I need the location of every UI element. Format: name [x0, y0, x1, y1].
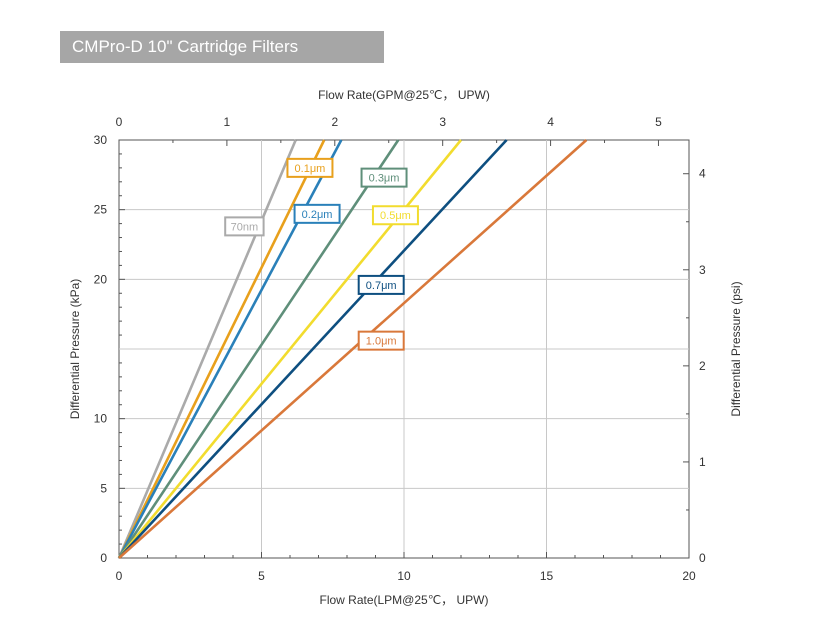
title-banner: CMPro-D 10" Cartridge Filters — [60, 31, 384, 63]
series-label-box — [286, 157, 334, 178]
series-label-box — [371, 205, 419, 226]
series-label: 0.5μm — [380, 210, 411, 222]
series-line — [117, 139, 400, 559]
series-label-box — [360, 167, 408, 188]
x-axis-title: Flow Rate(LPM@25℃， UPW) — [319, 593, 488, 607]
x-tick-label: 5 — [258, 569, 265, 583]
x-tick-label: 15 — [540, 569, 554, 583]
y2-tick-label: 0 — [699, 551, 706, 565]
y-tick-label: 10 — [94, 412, 108, 426]
y-tick-label: 30 — [94, 133, 108, 147]
series-label: 0.7μm — [366, 280, 397, 292]
y-axis-title: Differential Pressure (kPa) — [68, 279, 82, 420]
series-label-box — [224, 216, 265, 237]
chart-title: CMPro-D 10" Cartridge Filters — [72, 37, 299, 56]
y-tick-label: 25 — [94, 203, 108, 217]
series-line — [117, 139, 297, 559]
series-line — [117, 139, 326, 559]
series-label: 70nm — [231, 221, 259, 233]
series-label: 0.1μm — [295, 163, 326, 175]
y2-tick-label: 3 — [699, 263, 706, 277]
x-tick-label: 10 — [397, 569, 411, 583]
series-label: 0.3μm — [369, 173, 400, 185]
series-label: 1.0μm — [366, 336, 397, 348]
y-tick-label: 0 — [100, 551, 107, 565]
y2-tick-label: 1 — [699, 455, 706, 469]
y2-tick-label: 4 — [699, 167, 706, 181]
x-tick-label: 0 — [116, 569, 123, 583]
x2-tick-label: 2 — [331, 115, 338, 129]
x2-tick-label: 4 — [547, 115, 554, 129]
x2-tick-label: 0 — [116, 115, 123, 129]
series-label-box — [357, 274, 405, 295]
y2-tick-label: 2 — [699, 359, 706, 373]
x2-tick-label: 5 — [655, 115, 662, 129]
y2-axis-title: Differential Pressure (psi) — [729, 281, 743, 416]
series-label-box — [293, 203, 341, 224]
x-tick-label: 20 — [682, 569, 696, 583]
series-label-box — [357, 330, 405, 351]
x2-tick-label: 3 — [439, 115, 446, 129]
y-tick-label: 20 — [94, 272, 108, 286]
series-line — [118, 139, 508, 559]
x2-axis-title: Flow Rate(GPM@25℃， UPW) — [318, 88, 490, 102]
series-labels: 70nm 0.1μm 0.2μm 0.3μm 0.5μm 0.7μm 1.0μm — [224, 157, 419, 351]
y-tick-label: 5 — [100, 481, 107, 495]
x2-tick-label: 1 — [224, 115, 231, 129]
series-line — [118, 139, 588, 559]
series-label: 0.2μm — [302, 209, 333, 221]
